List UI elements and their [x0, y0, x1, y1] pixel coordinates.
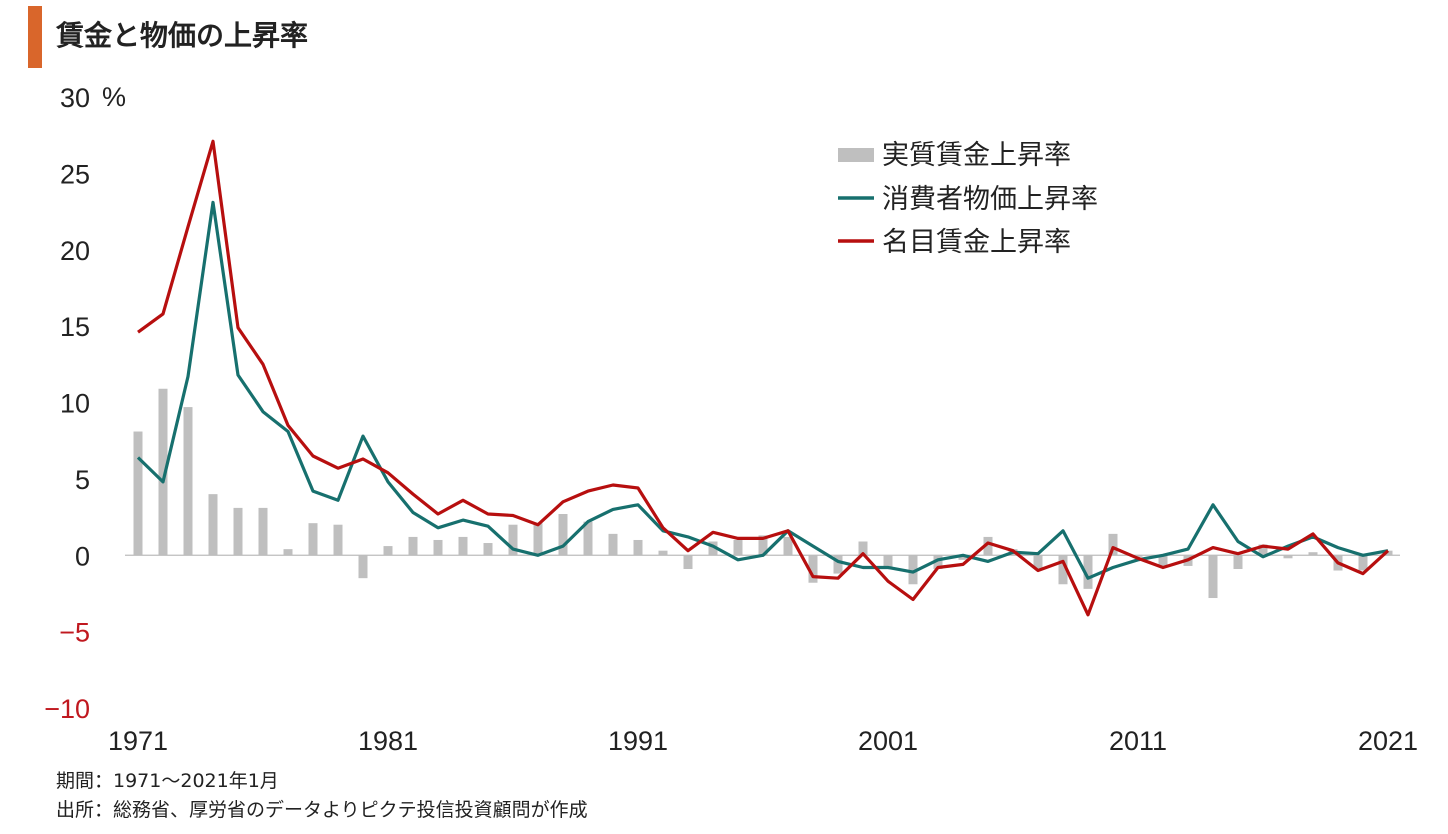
real-wage-bar: [158, 388, 168, 556]
real-wage-bar: [1358, 555, 1368, 571]
real-wage-bar: [183, 407, 193, 556]
real-wage-bar: [783, 536, 793, 556]
real-wage-bar: [1158, 555, 1168, 566]
real-wage-bar: [383, 546, 393, 556]
real-wage-bar: [1233, 555, 1243, 569]
x-tick-label: 1971: [108, 726, 168, 756]
x-tick-label: 1981: [358, 726, 418, 756]
footnote-source: 出所：総務省、厚労省のデータよりピクテ投信投資顧問が作成: [56, 799, 588, 821]
footnote-period: 期間：1971～2021年1月: [56, 770, 279, 792]
y-axis-ticks: −10 −5 0 5 10 15 20 25 30: [44, 83, 90, 724]
real-wage-bar: [433, 539, 443, 556]
y-tick-label: 30: [60, 83, 90, 113]
real-wage-bar: [1108, 533, 1118, 556]
real-wage-bar: [458, 536, 468, 556]
real-wage-bar: [308, 523, 318, 556]
x-tick-label: 2011: [1109, 726, 1167, 756]
real-wage-bar: [1133, 555, 1143, 557]
y-tick-label: 20: [60, 236, 90, 266]
y-tick-label: 25: [60, 159, 90, 189]
real-wage-bar: [883, 555, 893, 569]
real-wage-bar: [1033, 555, 1043, 569]
real-wage-bar: [608, 533, 618, 556]
chart-svg: −10 −5 0 5 10 15 20 25 30 1971 1981 1991 2001 2011 20…: [44, 82, 1418, 756]
real-wage-bar: [758, 535, 768, 556]
real-wage-bar: [558, 514, 568, 556]
real-wage-bar: [508, 524, 518, 556]
real-wage-bar: [283, 549, 293, 556]
real-wage-bar: [1208, 555, 1218, 599]
real-wage-bar: [258, 507, 268, 556]
real-wage-bar: [733, 539, 743, 556]
real-wage-bar: [533, 523, 543, 556]
legend-swatch-real-wage: [838, 148, 874, 162]
real-wage-bar: [983, 536, 993, 556]
real-wage-bar: [858, 541, 868, 556]
y-tick-label: 0: [75, 541, 90, 571]
chart-title: 賃金と物価の上昇率: [56, 19, 309, 52]
title-accent-bar: [28, 6, 42, 68]
real-wage-bar: [708, 541, 718, 556]
real-wage-bar: [633, 539, 643, 556]
x-tick-label: 1991: [608, 726, 668, 756]
real-wage-bar: [133, 431, 143, 556]
real-wage-bar: [208, 494, 218, 556]
y-tick-label: 10: [60, 389, 90, 419]
real-wage-bar: [1083, 555, 1093, 589]
real-wage-bars: [133, 388, 1393, 599]
legend-label: 実質賃金上昇率: [882, 140, 1071, 171]
real-wage-bar: [658, 550, 668, 556]
y-tick-label: 5: [75, 465, 90, 495]
real-wage-bar: [1258, 544, 1268, 556]
real-wage-bar: [958, 555, 968, 560]
x-axis-ticks: 1971 1981 1991 2001 2011 2021: [108, 726, 1418, 756]
real-wage-bar: [908, 555, 918, 585]
real-wage-bar: [1383, 550, 1393, 556]
real-wage-bar: [808, 555, 818, 583]
real-wage-bar: [833, 555, 843, 574]
real-wage-bar: [1058, 555, 1068, 585]
x-tick-label: 2021: [1358, 726, 1418, 756]
y-tick-label: 15: [60, 312, 90, 342]
real-wage-bar: [683, 555, 693, 569]
y-tick-label: −10: [44, 694, 90, 724]
real-wage-bar: [358, 555, 368, 579]
real-wage-bar: [333, 524, 343, 556]
x-tick-label: 2001: [858, 726, 918, 756]
legend-label: 消費者物価上昇率: [882, 184, 1098, 215]
y-tick-label: −5: [59, 618, 90, 648]
y-axis-unit: %: [102, 82, 126, 112]
cpi-series-line: [136, 200, 1389, 580]
real-wage-bar: [1283, 555, 1293, 559]
real-wage-bar: [483, 543, 493, 556]
real-wage-bar: [408, 536, 418, 556]
real-wage-bar: [1308, 552, 1318, 556]
real-wage-bar: [583, 521, 593, 556]
nominal-wage-series-line: [137, 139, 1390, 617]
real-wage-bar: [233, 507, 243, 556]
real-wage-bar: [933, 555, 943, 569]
legend-label: 名目賃金上昇率: [882, 227, 1071, 258]
